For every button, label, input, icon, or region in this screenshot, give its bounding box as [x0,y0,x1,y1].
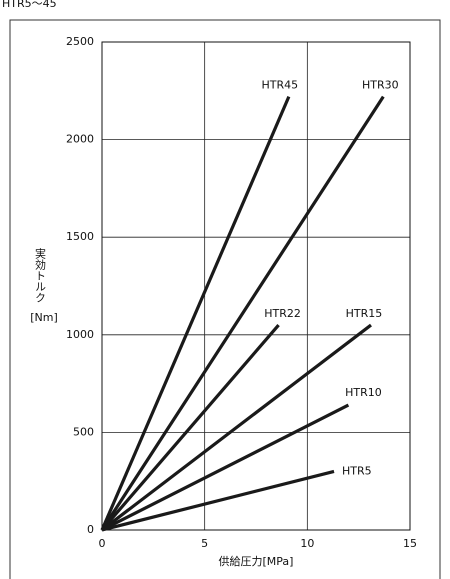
y-axis-unit: [Nm] [30,311,58,324]
frame [9,19,441,579]
series-label: HTR10 [345,386,382,399]
series-line [100,323,280,532]
series-line [101,403,350,532]
y-tick-label: 1000 [66,328,94,341]
y-tick-label: 2500 [66,35,94,48]
chart-title: HTR5～45 [2,0,57,10]
series-line [100,95,385,531]
y-tick-label: 2000 [66,133,94,146]
series-label: HTR22 [264,307,301,320]
y-tick-label: 0 [87,523,94,536]
series-label: HTR5 [342,464,372,477]
series-label: HTR45 [262,79,299,92]
x-axis-label: 供給圧力[MPa] [219,554,294,568]
series-line [101,469,335,532]
y-tick-label: 500 [73,425,94,438]
x-tick-label: 15 [403,537,417,550]
x-tick-label: 0 [99,537,106,550]
y-axis-label: 実効トルク [34,247,47,303]
series-line [101,323,372,532]
plot-frame [101,41,411,531]
series-label: HTR30 [362,79,399,92]
x-tick-label: 10 [300,537,314,550]
y-tick-label: 1500 [66,230,94,243]
series-label: HTR15 [346,307,383,320]
series-line [100,96,291,531]
x-tick-label: 5 [201,537,208,550]
